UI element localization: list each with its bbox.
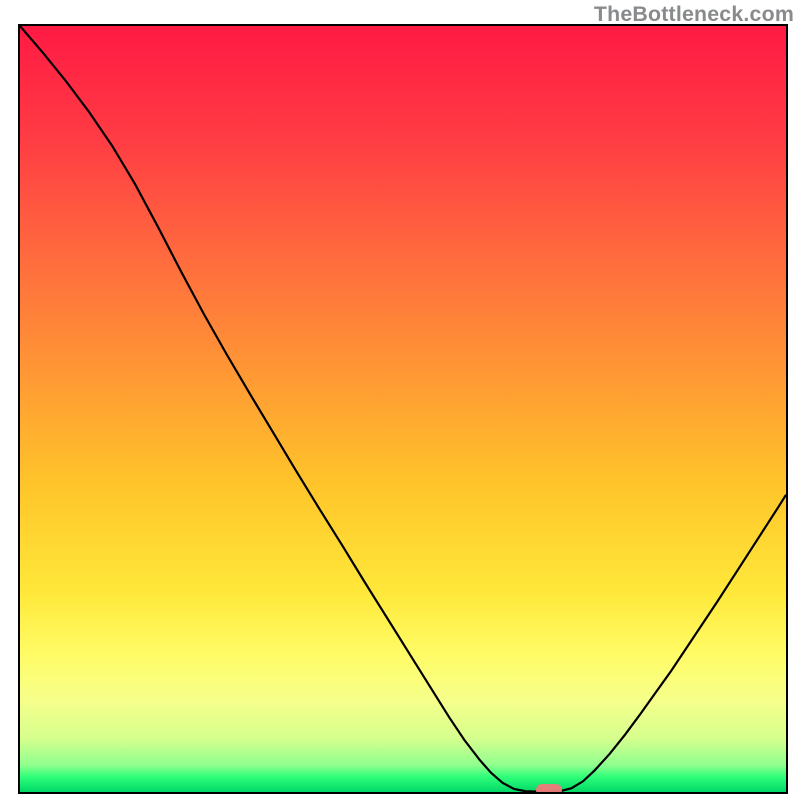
bottleneck-curve xyxy=(20,26,786,792)
plot-frame xyxy=(18,24,788,794)
optimal-point-marker xyxy=(536,784,562,794)
watermark-text: TheBottleneck.com xyxy=(594,2,794,27)
chart-container: TheBottleneck.com xyxy=(0,0,800,800)
